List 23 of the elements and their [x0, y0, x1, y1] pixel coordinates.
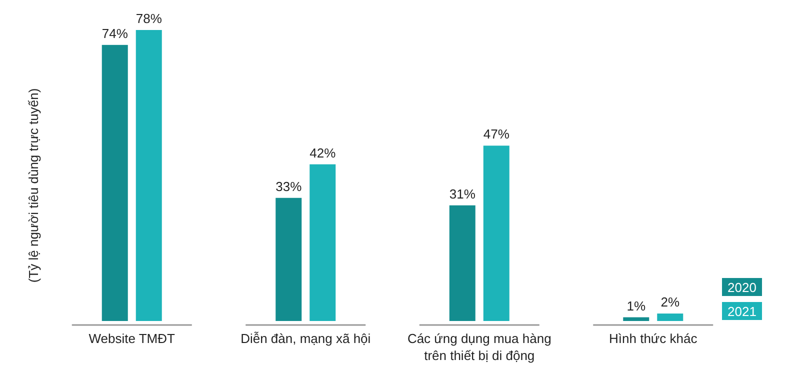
bar — [449, 205, 476, 321]
x-tick-label: Hình thức khác — [609, 331, 698, 346]
data-label: 42% — [310, 145, 336, 160]
bar — [136, 30, 162, 321]
bar — [310, 164, 336, 321]
text: 2020 — [728, 280, 756, 295]
data-label: 2% — [660, 294, 680, 310]
text: 2021 — [728, 304, 756, 319]
bar — [276, 198, 302, 321]
data-label: 31% — [449, 186, 476, 202]
x-tick-label: Các ứng dụng mua hàng trên thiết bị di động — [407, 331, 552, 363]
data-label: 33% — [276, 178, 302, 194]
data-label: 47% — [483, 126, 510, 142]
y-axis-title: (Tỷ lệ người tiêu dùng trực tuyến) — [26, 88, 41, 283]
data-label: 78% — [136, 11, 162, 26]
bar — [657, 314, 684, 321]
bar — [483, 146, 510, 321]
x-tick-label: Diễn đàn, mạng xã hội — [240, 331, 371, 346]
bar — [623, 317, 650, 321]
x-tick-label: Website TMĐT — [88, 331, 176, 346]
data-label: 1% — [626, 298, 646, 314]
data-label: 74% — [102, 26, 128, 41]
bar — [102, 44, 128, 321]
